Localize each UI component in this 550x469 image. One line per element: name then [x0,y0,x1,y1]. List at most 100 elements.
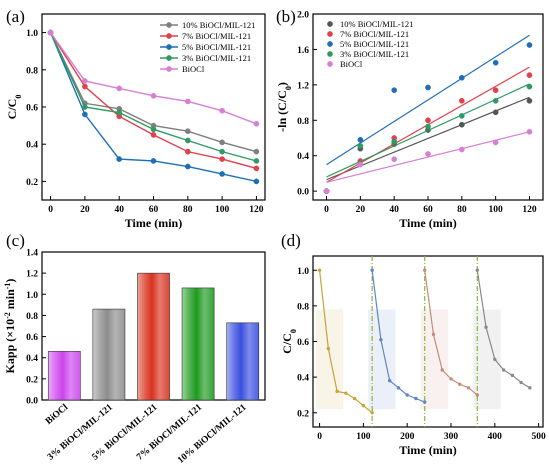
panel-b-y-axis-title-subscript: 0 [284,86,293,90]
panel-d-cycle-shading [315,309,344,410]
panel-d-y-tick-label: 1.0 [297,267,309,277]
panel-b-data-point [391,87,398,94]
panel-b-legend-label: 3% BiOCl/MIL-121 [340,49,409,59]
panel-a-data-point [219,156,225,162]
panel-a-x-axis-title: Time (min) [125,216,182,230]
panel-b-legend-label: 10% BiOCl/MIL-121 [340,19,413,29]
panel-a-data-point [150,158,157,164]
panel-a-y-tick-label: 0.6 [26,104,38,114]
panel-a-legend-label: 10% BiOCl/MIL-121 [182,20,255,30]
panel-d-data-point [423,400,427,404]
panel-c-bar [181,287,215,401]
panel-b-legend-label: BiOCl [340,59,363,69]
panel-b-y-tick-label: 1.6 [297,46,309,56]
panel-b-y-axis-title: -ln (C/C0) [275,82,293,132]
panel-b-y-tick-label: 2.0 [297,11,309,21]
panel-d-y-axis-title-main: C/C [280,333,294,354]
panel-d-data-point [370,268,374,272]
panel-b-data-point [391,138,398,145]
panel-a-data-point [82,78,88,84]
panel-a-y-tick-label: 1.0 [26,29,38,39]
panel-c-y-axis-title: Kapp (×10-2 min-1) [3,279,18,374]
panel-d-x-tick-label: 400 [488,432,503,442]
panel-d-data-point [344,391,348,395]
panel-b-data-point [425,84,431,91]
panel-d-x-tick-label: 200 [400,432,415,442]
panel-c-y-tick-label: 1.2 [26,270,38,280]
panel-b-data-point [492,97,499,104]
panel-b-data-point [458,146,465,153]
panel-a-legend-label: BiOCl [182,64,205,74]
panel-b-legend-label: 7% BiOCl/MIL-121 [340,29,409,39]
panel-d-data-point [458,382,462,386]
panel-b-fit-line [326,96,530,181]
panel-d-data-point [326,346,331,351]
panel-d-data-point [361,403,366,408]
panel-b-data-point [492,109,499,116]
panel-b-data-point [526,42,533,48]
panel-a-data-point [219,107,225,114]
panel-b-data-point [526,83,533,90]
panel-b-x-tick-label: 60 [423,205,433,215]
panel-a-data-point [253,165,260,172]
panel-b-y-axis-title-main: -ln (C/C [275,90,289,132]
panel-d-x-tick-label: 0 [317,432,322,442]
panel-a-legend-marker [166,22,172,28]
panel-a-data-point [82,104,88,110]
panel-c-bar [137,272,170,401]
panel-a-x-tick-label: 20 [80,205,90,215]
panel-b-x-tick-label: 80 [457,205,467,215]
panel-a-data-point [219,171,225,177]
panel-a-data-point [82,83,88,90]
panel-a-data-point [253,158,260,164]
panel-d-x-tick-label: 300 [444,432,459,442]
panel-d-data-point [379,338,383,342]
panel-a-data-point [150,126,157,133]
panel-b-data-point [458,97,465,104]
panel-a-y-axis-title-subscript: 0 [14,95,23,99]
panel-b-legend-marker [327,41,333,47]
panel-d-y-axis-title-subscript: 0 [289,329,298,333]
panel-a-line-chart: 0 20 40 60 80 100 120 0.2 0.4 0.6 0.8 1.0(a) Time (m… [5,7,266,230]
panel-b-x-tick-label: 0 [324,205,329,215]
panel-b-data-point [526,128,533,135]
panel-d-data-point [484,325,488,329]
panel-c-y-tick-label: 1.0 [26,291,38,301]
panel-a-legend-marker [166,33,172,39]
panel-d-data-point [449,377,453,381]
panel-a-data-point [219,148,225,155]
panel-d-data-point [414,396,418,401]
panel-c-panel-letter: (c) [6,231,25,250]
panel-a-data-point [253,120,260,127]
panel-d-data-point [423,268,427,272]
panel-d-y-tick-label: 0.2 [297,409,309,419]
panel-b-kinetics-scatter: 0 20 40 60 80 100 120 0.0 0.4 0.8 1.2 1.6 2.0(b) Time… [275,7,544,230]
panel-d-data-point [440,368,444,372]
panel-d-data-point [405,393,409,397]
panel-a-legend-label: 3% BiOCl/MIL-121 [182,53,251,63]
panel-b-legend-marker [327,51,333,57]
panel-b-panel-letter: (b) [276,7,296,26]
panel-d-data-point [387,378,392,383]
panel-c-y-tick-label: 0.4 [26,354,38,364]
panel-b-x-tick-label: 100 [489,205,504,215]
panel-d-x-tick-label: 100 [356,432,371,442]
panel-d-data-point [466,386,471,390]
panel-d-y-axis-title: C/C0 [280,329,298,354]
panel-c-y-tick-label: 0.6 [26,333,38,343]
panel-b-fit-line [326,131,530,183]
panel-b-x-axis-title: Time (min) [399,216,456,230]
panel-b-data-point [425,151,431,157]
panel-a-y-axis-title-main: C/C [5,99,19,120]
panel-b-data-point [357,136,364,143]
panel-a-data-point [116,109,123,116]
panel-a-panel-letter: (a) [6,7,25,26]
panel-c-y-tick-label: 0.8 [26,312,38,322]
panel-c-bar-chart: 0.0 0.2 0.4 0.6 0.8 1.0 1.2 1.4(c) Kapp (×10-2 m… [3,231,266,466]
panel-b-data-point [526,72,533,78]
panel-d-data-point [528,386,532,390]
panel-d-y-tick-label: 0.4 [297,374,309,384]
panel-b-data-point [458,74,465,81]
panel-a-data-point [82,111,88,118]
